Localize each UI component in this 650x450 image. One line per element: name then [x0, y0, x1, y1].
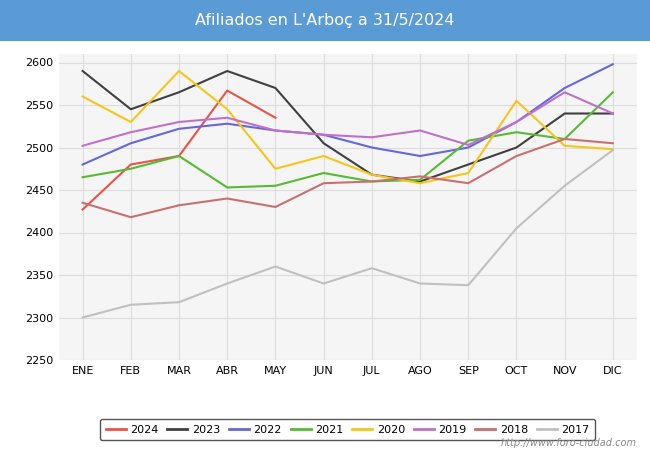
Text: http://www.foro-ciudad.com: http://www.foro-ciudad.com: [501, 438, 637, 448]
Text: Afiliados en L'Arboç a 31/5/2024: Afiliados en L'Arboç a 31/5/2024: [195, 13, 455, 28]
Legend: 2024, 2023, 2022, 2021, 2020, 2019, 2018, 2017: 2024, 2023, 2022, 2021, 2020, 2019, 2018…: [100, 419, 595, 440]
